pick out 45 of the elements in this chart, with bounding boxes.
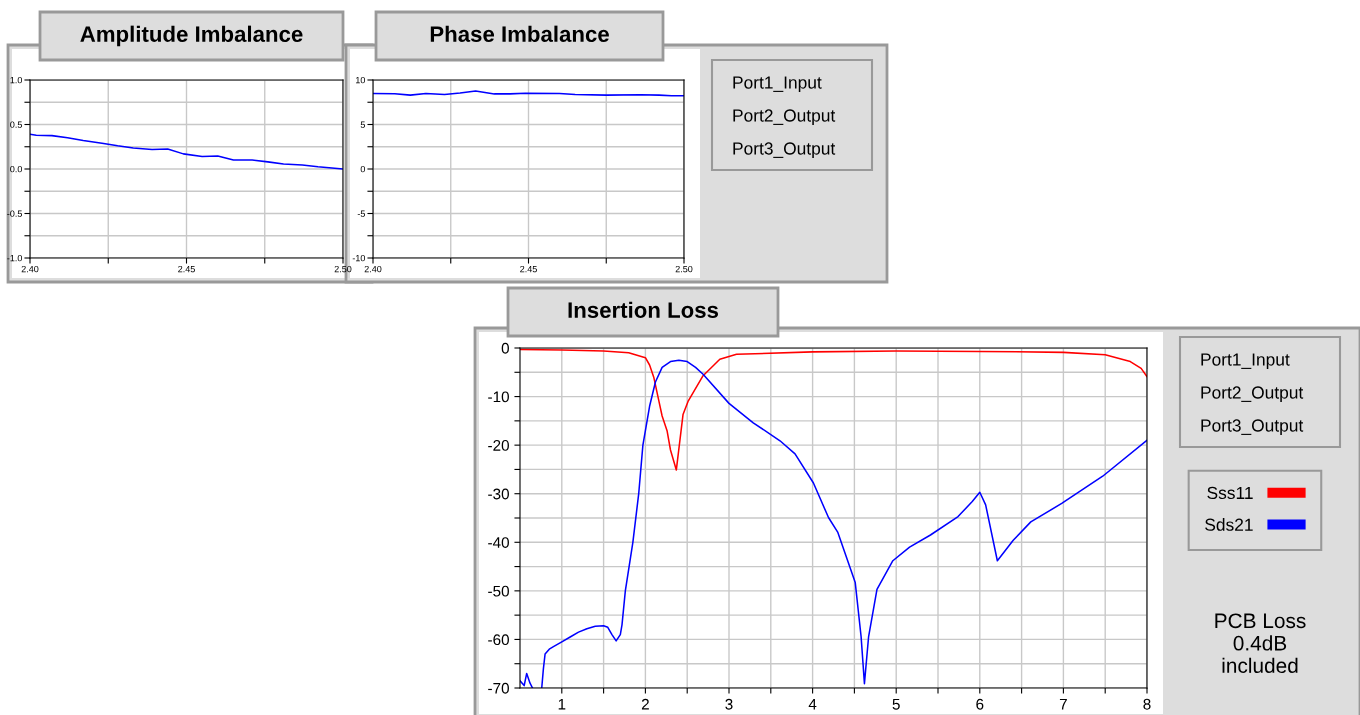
x-tick-label: 2.40	[21, 265, 39, 273]
legend-label: Sss11	[1207, 486, 1253, 500]
x-tick-label: 6	[976, 698, 984, 710]
line-series	[30, 133, 343, 170]
text: Port2_Output	[733, 109, 836, 126]
y-tick-label: -60	[488, 634, 509, 646]
x-tick-label: 2.45	[520, 265, 537, 273]
y-tick-label: 10	[356, 76, 366, 84]
x-tick-label: 8	[1143, 698, 1151, 710]
y-tick-label: -30	[488, 488, 509, 500]
x-tick-label: 7	[1059, 698, 1067, 710]
y-tick-label: 1.0	[10, 76, 23, 84]
y-tick-label: -10	[488, 391, 509, 403]
y-tick-label: 0	[360, 165, 366, 173]
y-tick-label: -50	[488, 585, 509, 597]
y-tick-label: 0.5	[10, 121, 22, 128]
x-tick-label: 1	[558, 698, 566, 710]
x-tick-label: 2.50	[675, 265, 693, 273]
text: PCB Loss 0.4dB included	[1215, 613, 1306, 674]
chart-title: Amplitude Imbalance	[80, 25, 303, 47]
x-tick-label: 2.40	[364, 265, 382, 273]
y-tick-label: -5	[357, 210, 365, 217]
y-tick-label: -10	[352, 254, 366, 262]
text: Port3_Output	[733, 142, 836, 159]
y-tick-label: -70	[488, 682, 509, 694]
y-tick-label: 0	[501, 342, 509, 354]
x-tick-label: 4	[808, 698, 817, 710]
text: Port1_Input	[1201, 353, 1290, 370]
text: Port2_Output	[1201, 386, 1304, 403]
x-tick-label: 2.50	[334, 265, 352, 273]
y-tick-label: -20	[488, 440, 509, 451]
x-tick-label: 3	[725, 698, 733, 710]
legend-label: Sds21	[1205, 518, 1253, 531]
text: Port1_Input	[733, 76, 822, 93]
y-tick-label: 5	[360, 121, 365, 128]
x-tick-label: 2.45	[178, 265, 195, 273]
text: Port3_Output	[1201, 419, 1304, 436]
y-tick-label: -1.0	[7, 254, 23, 262]
chart-title: Insertion Loss	[568, 301, 719, 318]
y-tick-label: 0.0	[10, 165, 23, 173]
chart-title: Phase Imbalance	[430, 25, 609, 42]
x-tick-label: 5	[892, 698, 900, 710]
y-tick-label: -0.5	[7, 210, 22, 217]
x-tick-label: 2	[641, 698, 649, 710]
y-tick-label: -40	[488, 537, 509, 548]
